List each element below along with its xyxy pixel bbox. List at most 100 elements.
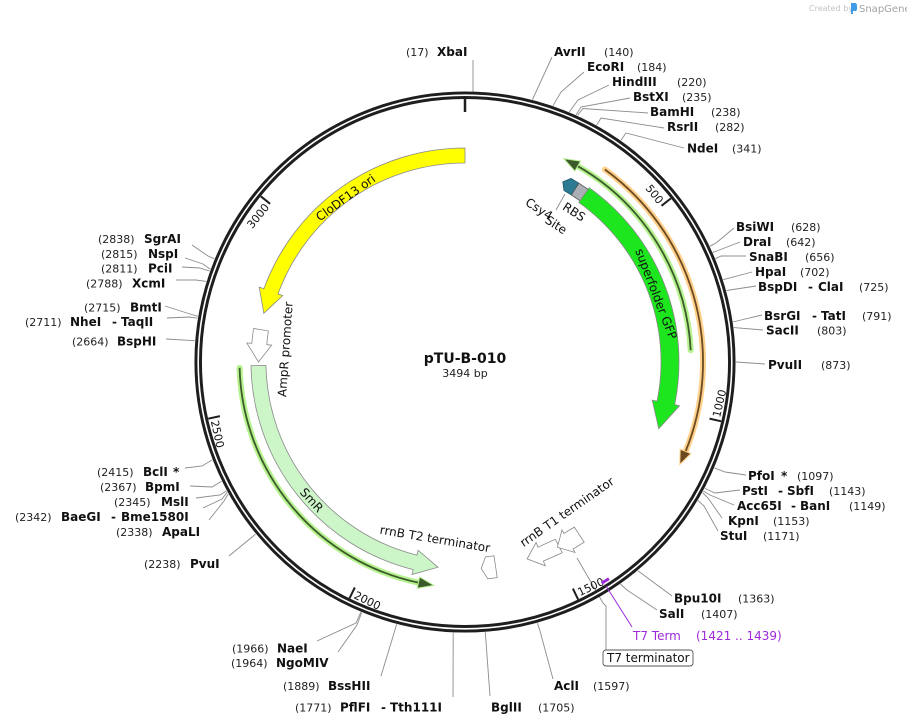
site-name[interactable]: SgrAI — [144, 232, 181, 246]
site-name[interactable]: NaeI — [277, 642, 308, 656]
feature-superfolder-gfp[interactable]: superfolder GFP — [578, 187, 681, 430]
site-pvui[interactable]: (2238) PvuI — [144, 557, 220, 571]
gfp-orf-line[interactable] — [575, 164, 692, 351]
site-xbai[interactable]: (17) XbaI — [406, 45, 467, 59]
site-name[interactable]: KpnI — [728, 514, 759, 528]
site-name[interactable]: PstI — [742, 484, 768, 498]
site-name[interactable]: HindIII — [612, 75, 657, 89]
site-name[interactable]: Acc65I — [737, 499, 782, 513]
site-name[interactable]: BpmI — [145, 480, 180, 494]
site-name[interactable]: BclI — [143, 465, 168, 479]
smr-arrow[interactable] — [250, 365, 439, 576]
site-name-isoschizomer[interactable]: BanI — [800, 499, 830, 513]
orf-smr[interactable] — [236, 364, 436, 589]
site-name[interactable]: NdeI — [687, 142, 718, 156]
site-bmti[interactable]: (2715) BmtI — [84, 301, 162, 315]
site-name[interactable]: PciI — [148, 262, 173, 276]
site-name[interactable]: EcoRI — [587, 60, 624, 74]
site-hindiii[interactable]: HindIII (220) — [612, 75, 707, 89]
site-baegi-bme1580i[interactable]: (2342) BaeGI - Bme1580I — [15, 510, 189, 524]
site-name[interactable]: SnaBI — [749, 250, 788, 264]
t7-terminator-arrow[interactable] — [556, 526, 585, 554]
site-name-isoschizomer[interactable]: ClaI — [818, 280, 843, 294]
site-snabi[interactable]: SnaBI (656) — [749, 250, 835, 264]
ampr-promoter-arrow[interactable] — [246, 328, 273, 363]
site-stui[interactable]: StuI (1171) — [720, 529, 800, 543]
site-name[interactable]: XcmI — [132, 277, 165, 291]
site-name[interactable]: SalI — [659, 607, 684, 621]
site-ngomiv[interactable]: (1964) NgoMIV — [231, 656, 329, 670]
ampr-promoter-label[interactable]: AmpR promoter — [275, 301, 296, 397]
site-name[interactable]: PvuII — [768, 358, 802, 372]
site-name[interactable]: HpaI — [755, 265, 786, 279]
site-pfoi[interactable]: PfoI * (1097) — [748, 469, 834, 483]
site-msli[interactable]: (2345) MslI — [114, 495, 189, 509]
site-ecori[interactable]: EcoRI (184) — [587, 60, 667, 74]
site-bamhi[interactable]: BamHI (238) — [650, 105, 741, 119]
feature-rrnb-t1-terminator[interactable]: rrnB T1 terminator — [517, 474, 617, 567]
site-name[interactable]: PfoI — [748, 469, 775, 483]
site-nhei-taqii[interactable]: (2711) NheI - TaqII — [25, 315, 153, 329]
site-name[interactable]: ApaLI — [162, 525, 200, 539]
site-name[interactable]: BglII — [491, 701, 522, 715]
clodf13-ori-label[interactable]: CloDF13 ori — [313, 172, 378, 224]
site-name[interactable]: DraI — [743, 235, 771, 249]
site-name-isoschizomer[interactable]: SbfI — [787, 484, 814, 498]
site-name[interactable]: RsrII — [667, 120, 698, 134]
primer-t7-term[interactable]: T7 Term (1421 .. 1439) — [600, 577, 782, 643]
site-hpai[interactable]: HpaI (702) — [755, 265, 830, 279]
feature-csy4-site[interactable]: Csy4 Site — [523, 177, 580, 237]
orf-orange[interactable] — [601, 166, 707, 466]
site-pcii[interactable]: (2811) PciI — [101, 262, 173, 276]
site-bpmi[interactable]: (2367) BpmI — [100, 480, 180, 494]
site-name[interactable]: BaeGI — [61, 510, 101, 524]
site-pflfi-tth111i[interactable]: (1771) PflFI - Tth111I — [295, 701, 442, 715]
orf-gfp[interactable] — [562, 158, 694, 354]
site-name[interactable]: BstXI — [633, 90, 669, 104]
superfolder-gfp-arrow[interactable] — [578, 187, 681, 430]
site-name-isoschizomer[interactable]: TatI — [821, 309, 846, 323]
site-name[interactable]: AclI — [554, 679, 579, 693]
site-name[interactable]: NgoMIV — [276, 656, 329, 670]
site-sali[interactable]: SalI (1407) — [659, 607, 738, 621]
site-name[interactable]: NheI — [70, 315, 101, 329]
site-name[interactable]: BmtI — [130, 301, 162, 315]
site-name[interactable]: BsiWI — [736, 220, 774, 234]
t7-term-binding-mark[interactable] — [600, 577, 610, 585]
site-bstxi[interactable]: BstXI (235) — [633, 90, 712, 104]
feature-clodf13-ori[interactable]: CloDF13 ori — [258, 147, 466, 315]
site-name[interactable]: BspDI — [758, 280, 797, 294]
site-naei[interactable]: (1966) NaeI — [232, 642, 308, 656]
site-psti-sbfi[interactable]: PstI - SbfI (1143) — [742, 484, 866, 498]
site-nspi[interactable]: (2815) NspI — [101, 247, 178, 261]
site-bpu10i[interactable]: Bpu10I (1363) — [674, 592, 775, 606]
site-pvuii[interactable]: PvuII (873) — [768, 358, 851, 372]
feature-ampr-promoter[interactable]: AmpR promoter — [246, 301, 296, 397]
site-name[interactable]: PvuI — [190, 557, 220, 571]
site-bsrgi-tati[interactable]: BsrGI - TatI (791) — [764, 309, 892, 323]
site-name-isoschizomer[interactable]: Tth111I — [390, 701, 442, 715]
site-name[interactable]: Bpu10I — [674, 592, 721, 606]
site-acli[interactable]: AclI (1597) — [554, 679, 630, 693]
site-drai[interactable]: DraI (642) — [743, 235, 816, 249]
site-apali[interactable]: (2338) ApaLI — [116, 525, 200, 539]
site-kpni[interactable]: KpnI (1153) — [728, 514, 810, 528]
site-bsiwi[interactable]: BsiWI (628) — [736, 220, 821, 234]
site-name[interactable]: XbaI — [437, 45, 467, 59]
smr-orf-line[interactable] — [238, 367, 421, 584]
site-bcli[interactable]: (2415) BclI * — [97, 465, 180, 479]
site-bglii[interactable]: BglII (1705) — [491, 701, 575, 715]
site-ndei[interactable]: NdeI (341) — [687, 142, 762, 156]
clodf13-ori-arrow[interactable] — [258, 147, 466, 315]
site-acc65i-bani[interactable]: Acc65I - BanI (1149) — [737, 499, 886, 513]
t7-term-label[interactable]: T7 Term — [632, 629, 681, 643]
site-name[interactable]: StuI — [720, 529, 747, 543]
rrnb-t2-terminator-arrow[interactable] — [480, 555, 498, 580]
site-avrii[interactable]: AvrII (140) — [554, 45, 634, 59]
site-name[interactable]: BsrGI — [764, 309, 801, 323]
site-bsphi[interactable]: (2664) BspHI — [72, 335, 156, 349]
site-name[interactable]: BspHI — [117, 335, 156, 349]
rrnb-t1-terminator-arrow[interactable] — [526, 538, 563, 567]
site-bsshii[interactable]: (1889) BssHII — [283, 679, 370, 693]
site-sgrai[interactable]: (2838) SgrAI — [98, 232, 181, 246]
